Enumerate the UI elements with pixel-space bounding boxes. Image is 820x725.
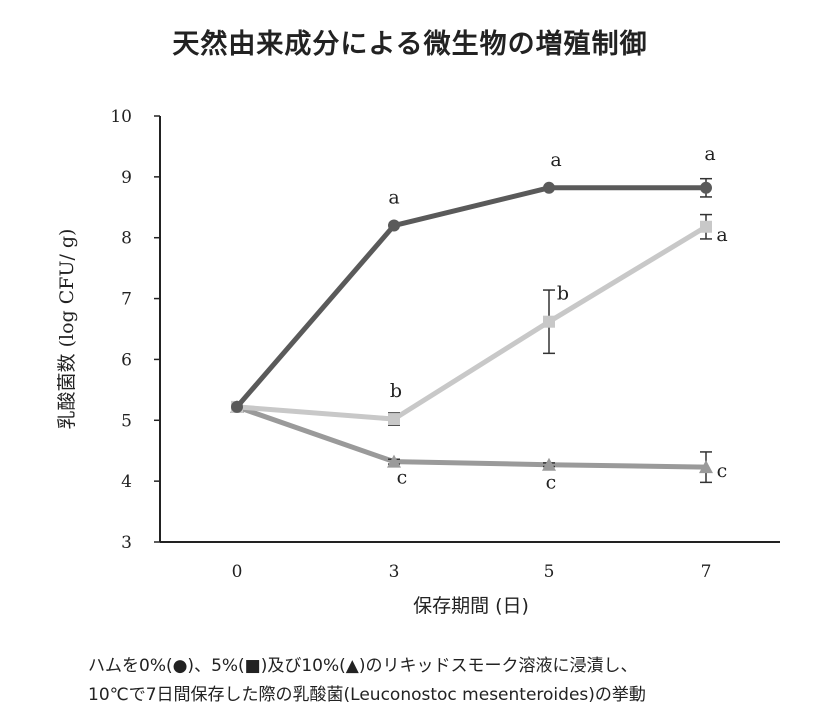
series-1 — [231, 213, 712, 426]
data-point-circle — [700, 181, 712, 194]
x-tick-label: 7 — [701, 562, 712, 582]
significance-label: c — [397, 467, 408, 489]
y-tick-label: 9 — [121, 168, 132, 188]
x-axis-label: 保存期間 (日) — [413, 595, 529, 617]
significance-label: b — [557, 283, 569, 305]
y-tick-label: 7 — [121, 290, 132, 310]
y-tick-label: 10 — [110, 107, 132, 127]
x-ticks: 0 3 5 7 — [232, 562, 712, 582]
data-point-square — [700, 220, 712, 233]
significance-label: c — [717, 460, 728, 482]
data-point-circle — [388, 219, 400, 232]
label-layer: c c c b b a a a a — [388, 143, 727, 494]
x-tick-label: 5 — [544, 562, 555, 582]
significance-label: a — [388, 187, 399, 209]
x-tick-label: 0 — [232, 562, 243, 582]
caption-line-1: ハムを0%(●)、5%(■)及び10%(▲)のリキッドスモーク溶液に浸漬し、 — [88, 656, 638, 676]
series-line — [236, 224, 708, 422]
line-chart: 3 4 5 6 7 8 9 10 0 3 5 7 c c c b b a a a a 乳酸菌数 (log CFU/ … — [56, 107, 780, 617]
series-layer — [230, 177, 713, 484]
x-tick-label: 3 — [389, 562, 400, 582]
data-point-triangle — [699, 460, 713, 474]
series-line — [235, 185, 706, 409]
data-point-triangle — [542, 457, 556, 471]
significance-label: b — [390, 380, 402, 402]
y-tick-label: 5 — [121, 411, 132, 431]
series-0 — [231, 177, 712, 413]
significance-label: a — [550, 149, 561, 171]
y-tick-label: 8 — [121, 229, 132, 249]
significance-label: c — [546, 472, 557, 494]
caption-line-2: 10℃で7日間保存した際の乳酸菌(Leuconostoc mesenteroid… — [88, 685, 646, 705]
data-point-circle — [231, 400, 243, 413]
data-point-circle — [543, 181, 555, 194]
significance-label: a — [716, 224, 727, 246]
data-point-square — [543, 315, 555, 328]
y-ticks: 3 4 5 6 7 8 9 10 — [110, 107, 160, 553]
data-point-square — [388, 413, 400, 426]
series-line — [236, 404, 707, 470]
y-axis-label: 乳酸菌数 (log CFU/ g) — [56, 229, 78, 430]
y-tick-label: 3 — [121, 533, 132, 553]
y-tick-label: 4 — [121, 472, 132, 492]
axes — [159, 116, 780, 543]
significance-label: a — [704, 143, 715, 165]
data-point-triangle — [387, 454, 401, 468]
chart-title: 天然由来成分による微生物の増殖制御 — [172, 29, 648, 60]
y-tick-label: 6 — [121, 350, 132, 370]
